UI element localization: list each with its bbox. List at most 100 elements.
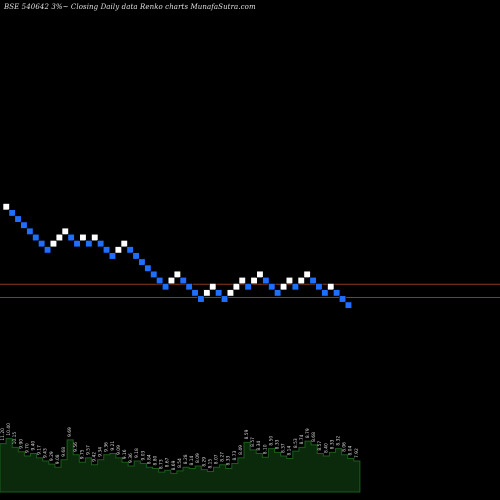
renko-brick-down — [315, 283, 323, 291]
volume-label: 9.36 — [104, 442, 110, 452]
volume-label: 8.84 — [146, 454, 152, 464]
renko-brick-down — [291, 283, 299, 291]
renko-brick-down — [274, 289, 282, 297]
renko-brick-up — [303, 270, 311, 278]
renko-brick-up — [114, 246, 122, 254]
renko-brick-down — [262, 276, 270, 285]
renko-brick-up — [203, 289, 211, 297]
volume-label: 8.15 — [207, 459, 213, 469]
volume-label: 8.50 — [268, 436, 274, 446]
renko-brick-up — [226, 289, 234, 297]
renko-brick-down — [14, 215, 22, 223]
volume-label: 8.32 — [336, 436, 342, 446]
volume-label: 8.74 — [299, 434, 305, 444]
volume-label: 8.80 — [153, 455, 159, 465]
renko-brick-down — [144, 264, 152, 272]
renko-brick-down — [179, 276, 187, 285]
volume-label: 9.03 — [140, 450, 146, 460]
renko-brick-down — [85, 240, 93, 248]
volume-label: 8.14 — [189, 455, 195, 465]
volume-label: 8.34 — [256, 441, 262, 451]
renko-brick-down — [20, 221, 28, 229]
volume-label: 8.40 — [323, 443, 329, 453]
volume-label: 8.33 — [275, 439, 281, 449]
volume-label: 8.09 — [195, 453, 201, 463]
volume-label: 8.10 — [262, 444, 268, 454]
volume-label: 9.34 — [98, 447, 104, 457]
renko-brick-up — [49, 240, 58, 248]
renko-brick-down — [132, 252, 140, 260]
volume-label: 8.57 — [317, 441, 323, 451]
volume-label: 9.70 — [24, 443, 30, 453]
renko-brick-down — [43, 246, 52, 254]
renko-brick-down — [103, 246, 111, 254]
volume-label: 8.29 — [201, 457, 207, 467]
renko-brick-down — [126, 246, 134, 254]
renko-brick-down — [344, 301, 353, 309]
renko-brick-up — [173, 270, 181, 278]
volume-label: 8.04 — [348, 446, 354, 456]
renko-brick-up — [297, 276, 305, 285]
volume-label: 8.37 — [281, 443, 287, 453]
renko-brick-down — [8, 209, 16, 217]
volume-label: 8.07 — [214, 454, 220, 464]
volume-label: 8.57 — [250, 437, 256, 447]
renko-brick-down — [67, 233, 75, 242]
volume-label: 9.29 — [49, 451, 55, 461]
renko-brick-down — [138, 258, 146, 266]
renko-brick-up — [327, 283, 335, 291]
volume-label: 8.53 — [293, 438, 299, 448]
renko-brick-down — [221, 295, 229, 303]
renko-brick-down — [215, 289, 223, 297]
renko-brick-down — [333, 289, 341, 297]
volume-label: 9.17 — [37, 445, 43, 455]
renko-brick-up — [61, 227, 69, 235]
volume-label: 9.36 — [128, 453, 134, 463]
volume-label: 8.67 — [165, 457, 171, 467]
volume-label: 9.09 — [116, 445, 122, 455]
renko-brick-up — [279, 283, 288, 291]
volume-label: 8.68 — [311, 432, 317, 442]
volume-label: 8.59 — [244, 429, 250, 439]
renko-brick-up — [79, 233, 87, 242]
renko-brick-down — [32, 233, 40, 242]
volume-area — [0, 438, 361, 493]
renko-brick-down — [38, 240, 46, 248]
volume-label: 7.92 — [354, 448, 360, 458]
volume-label: 9.57 — [85, 445, 91, 455]
volume-label: 8.28 — [183, 454, 189, 464]
chart-title: BSE 540642 3%~ Closing Daily data Renko … — [4, 3, 256, 11]
renko-brick-down — [321, 289, 329, 297]
volume-label: 9.43 — [43, 448, 49, 458]
renko-brick-down — [156, 276, 164, 285]
volume-label: 8.27 — [220, 452, 226, 462]
renko-brick-up — [256, 270, 264, 278]
renko-brick-down — [191, 289, 199, 297]
volume-label: 9.68 — [61, 447, 67, 457]
renko-brick-up — [120, 240, 128, 248]
renko-brick-up — [250, 276, 258, 285]
volume-label: 9.42 — [92, 452, 98, 462]
volume-label: 11.20 — [0, 428, 6, 441]
renko-brick-up — [2, 203, 10, 211]
renko-brick-down — [162, 283, 170, 291]
renko-brick-down — [268, 283, 276, 291]
renko-brick-up — [238, 276, 246, 285]
renko-brick-up — [91, 233, 99, 242]
renko-brick-down — [197, 295, 205, 303]
volume-label: 9.69 — [67, 427, 73, 437]
renko-brick-down — [150, 270, 158, 278]
volume-label: 8.54 — [177, 458, 183, 468]
volume-label: 8.69 — [171, 460, 177, 470]
renko-brick-down — [338, 295, 347, 303]
volume-label: 8.73 — [159, 459, 165, 469]
renko-brick-down — [97, 240, 105, 248]
volume-label: 8.14 — [287, 446, 293, 456]
renko-brick-up — [285, 276, 294, 285]
renko-brick-down — [108, 252, 116, 260]
renko-brick-up — [232, 283, 240, 291]
renko-brick-down — [73, 240, 81, 248]
volume-label: 10.15 — [12, 432, 18, 445]
renko-brick-up — [55, 233, 63, 242]
